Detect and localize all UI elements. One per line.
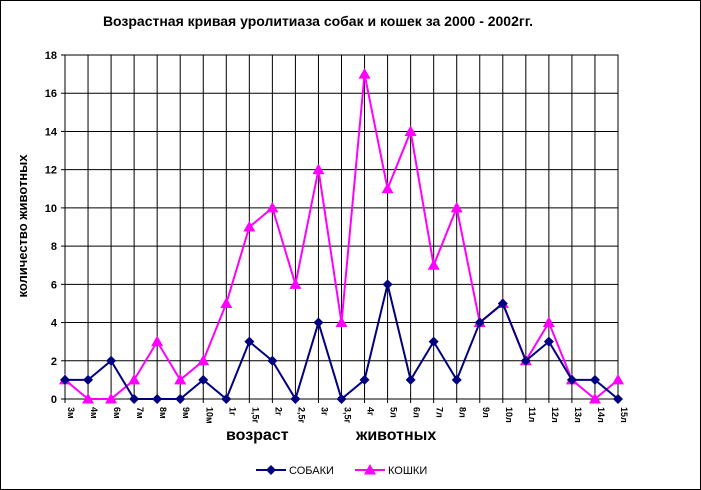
x-tick-label: 15л <box>619 407 629 423</box>
x-tick-label: 1,5г <box>250 407 260 424</box>
data-point-cats <box>612 373 624 385</box>
x-tick-label: 12л <box>550 407 560 423</box>
y-tick-label: 14 <box>45 126 58 138</box>
data-point-dogs <box>474 317 485 328</box>
legend-label-cats: КОШКИ <box>388 465 427 477</box>
x-tick-label: 9л <box>481 407 491 418</box>
y-tick-label: 10 <box>45 203 57 215</box>
data-point-cats <box>151 335 164 347</box>
y-tick-label: 16 <box>45 88 57 100</box>
data-point-dogs <box>106 355 117 366</box>
legend: СОБАКИ КОШКИ <box>256 464 427 477</box>
x-tick-label: 11л <box>527 407 537 423</box>
x-tick-label: 3г <box>319 407 329 416</box>
y-axis-label: количество животных <box>15 154 30 298</box>
legend-label-dogs: СОБАКИ <box>289 465 334 477</box>
data-point-dogs <box>405 374 416 385</box>
data-point-dogs <box>313 317 324 328</box>
data-point-cats <box>82 393 95 404</box>
y-tick-label: 18 <box>45 50 57 62</box>
x-tick-label: 6м <box>112 407 122 419</box>
chart-title: Возрастная кривая уролитиаза собак и кош… <box>103 13 533 29</box>
legend-marker-cats <box>364 464 376 475</box>
data-point-dogs <box>382 279 393 290</box>
y-tick-label: 6 <box>51 279 57 291</box>
data-point-dogs <box>267 355 278 366</box>
data-point-cats <box>358 68 371 79</box>
data-point-dogs <box>336 394 347 404</box>
data-point-cats <box>243 221 256 232</box>
series-layer <box>59 68 624 404</box>
data-point-dogs <box>60 374 70 385</box>
data-point-dogs <box>359 374 370 385</box>
data-point-dogs <box>244 336 255 347</box>
data-point-dogs <box>152 394 163 404</box>
y-tick-label: 2 <box>51 356 57 368</box>
x-tick-label: 6л <box>412 407 422 418</box>
x-tick-label: 2,5г <box>296 407 306 424</box>
x-tick-label: 10м <box>204 407 214 424</box>
x-tick-label: 4г <box>366 407 376 416</box>
data-point-cats <box>197 354 210 366</box>
data-point-dogs <box>589 374 600 385</box>
x-tick-label: 1г <box>227 407 237 416</box>
x-tick-label: 7м <box>135 407 145 419</box>
data-point-cats <box>335 316 348 328</box>
x-tick-label: 8л <box>458 407 468 418</box>
data-point-dogs <box>613 394 623 404</box>
data-point-cats <box>220 297 233 308</box>
y-tick-label: 12 <box>45 165 57 177</box>
data-point-dogs <box>451 374 462 385</box>
data-point-dogs <box>129 394 140 404</box>
y-tick-label: 0 <box>51 394 57 406</box>
data-point-cats <box>128 373 141 385</box>
data-point-cats <box>266 201 279 213</box>
x-tick-label: 3м <box>66 407 76 419</box>
data-point-dogs <box>290 394 301 404</box>
x-tick-label: 7л <box>435 407 445 418</box>
data-point-cats <box>312 163 325 175</box>
data-point-cats <box>174 373 187 385</box>
data-point-cats <box>542 316 555 328</box>
data-point-cats <box>450 201 463 213</box>
y-tick-label: 8 <box>51 241 57 253</box>
data-point-cats <box>289 278 302 289</box>
data-point-dogs <box>428 336 439 347</box>
data-point-dogs <box>520 355 531 366</box>
x-tick-label: 4м <box>89 407 99 419</box>
data-point-dogs <box>221 394 232 404</box>
x-tick-label: 13л <box>573 407 583 423</box>
data-point-dogs <box>198 374 209 385</box>
data-point-dogs <box>543 336 554 347</box>
y-axis-ticks: 0 2 4 6 8 10 12 14 16 18 <box>45 50 65 406</box>
legend-marker-dogs <box>266 465 276 475</box>
data-point-cats <box>381 182 394 194</box>
x-tick-label: 8м <box>158 407 168 419</box>
data-point-cats <box>105 393 118 404</box>
x-axis-ticks: 3м 4м 6м 7м 8м 9м 10м 1г 1,5г 2г 2,5г 3г 3,5г 4г 5л 6л 7… <box>64 399 629 424</box>
x-tick-label: 2г <box>273 407 283 416</box>
x-axis-label-part-1: возраст <box>226 427 289 444</box>
data-point-dogs <box>83 374 94 385</box>
x-axis-label-part-2: животных <box>355 427 436 444</box>
data-point-cats <box>404 125 417 136</box>
x-tick-label: 14л <box>596 407 606 423</box>
data-point-dogs <box>566 374 577 385</box>
x-tick-label: 3,5г <box>343 407 353 424</box>
data-point-cats <box>588 393 601 404</box>
x-tick-label: 9м <box>181 407 191 419</box>
data-point-dogs <box>497 298 508 309</box>
x-tick-label: 5л <box>389 407 399 418</box>
data-point-dogs <box>175 394 186 404</box>
data-point-cats <box>427 259 440 270</box>
y-tick-label: 4 <box>51 318 58 330</box>
x-tick-label: 10л <box>504 407 514 423</box>
